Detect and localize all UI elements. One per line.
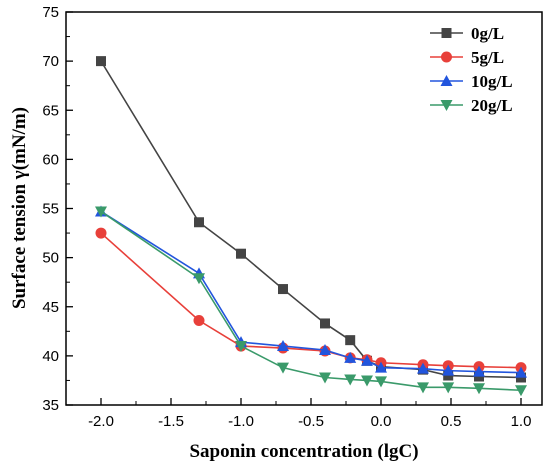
legend-marker bbox=[440, 100, 453, 111]
data-point bbox=[515, 385, 527, 397]
legend-marker bbox=[440, 75, 453, 86]
data-point bbox=[277, 340, 289, 352]
x-tick-label: -1.0 bbox=[228, 413, 254, 430]
data-point bbox=[375, 376, 387, 388]
data-point bbox=[193, 315, 205, 327]
x-tick-label: -0.5 bbox=[298, 413, 324, 430]
y-tick-label: 35 bbox=[42, 397, 59, 414]
y-tick-label: 45 bbox=[42, 299, 59, 316]
data-point bbox=[96, 56, 106, 67]
data-point bbox=[236, 248, 246, 259]
y-axis-title: Surface tension γ(mN/m) bbox=[9, 107, 30, 309]
y-tick-label: 40 bbox=[42, 348, 59, 365]
series-line bbox=[100, 232, 522, 369]
series-2 bbox=[95, 205, 527, 378]
data-point bbox=[235, 341, 247, 353]
data-point bbox=[417, 382, 429, 394]
data-point bbox=[473, 383, 485, 395]
data-point bbox=[515, 366, 527, 378]
x-axis: -2.0 -1.5 -1.0 -0.5 0.0 0.5 1.0 bbox=[88, 398, 531, 430]
series-layer bbox=[95, 56, 527, 397]
data-point bbox=[442, 382, 455, 394]
y-tick-label: 55 bbox=[42, 201, 59, 218]
data-point bbox=[361, 375, 373, 387]
legend-marker bbox=[441, 28, 452, 38]
y-tick-label: 60 bbox=[42, 151, 59, 168]
data-point bbox=[361, 354, 373, 366]
x-tick-label: 1.0 bbox=[511, 413, 532, 430]
data-point bbox=[277, 362, 289, 374]
data-point bbox=[193, 273, 205, 285]
y-tick-label: 75 bbox=[42, 4, 59, 21]
data-point bbox=[442, 364, 455, 376]
data-point bbox=[344, 374, 357, 386]
data-point bbox=[344, 351, 357, 363]
x-axis-title: Saponin concentration (lgC) bbox=[189, 441, 418, 462]
data-point bbox=[319, 343, 331, 355]
data-point bbox=[417, 362, 429, 374]
legend: 0g/L 5g/L 10g/L 20g/L bbox=[430, 24, 513, 115]
series-3 bbox=[95, 206, 527, 397]
data-point bbox=[194, 217, 204, 228]
data-point bbox=[320, 318, 330, 329]
y-axis: 35 40 45 50 55 60 65 70 75 bbox=[42, 4, 73, 414]
series-line bbox=[100, 60, 522, 379]
x-tick-label: -1.5 bbox=[158, 413, 184, 430]
series-line bbox=[100, 210, 522, 374]
legend-label: 20g/L bbox=[471, 96, 513, 115]
data-point bbox=[319, 372, 331, 384]
data-point bbox=[375, 361, 387, 373]
series-line bbox=[100, 210, 522, 392]
data-point bbox=[95, 206, 107, 218]
legend-label: 0g/L bbox=[471, 24, 504, 43]
data-point bbox=[473, 365, 485, 377]
y-tick-label: 50 bbox=[42, 250, 59, 267]
y-tick-label: 70 bbox=[42, 53, 59, 70]
legend-label: 5g/L bbox=[471, 48, 504, 67]
x-tick-label: -2.0 bbox=[88, 413, 114, 430]
data-point bbox=[95, 227, 107, 239]
y-tick-label: 65 bbox=[42, 102, 59, 119]
plot-frame bbox=[65, 11, 543, 406]
x-tick-label: 0.5 bbox=[441, 413, 462, 430]
data-point bbox=[345, 335, 356, 346]
data-point bbox=[278, 284, 288, 295]
legend-marker bbox=[441, 51, 452, 63]
x-tick-label: 0.0 bbox=[371, 413, 392, 430]
legend-label: 10g/L bbox=[471, 72, 513, 91]
